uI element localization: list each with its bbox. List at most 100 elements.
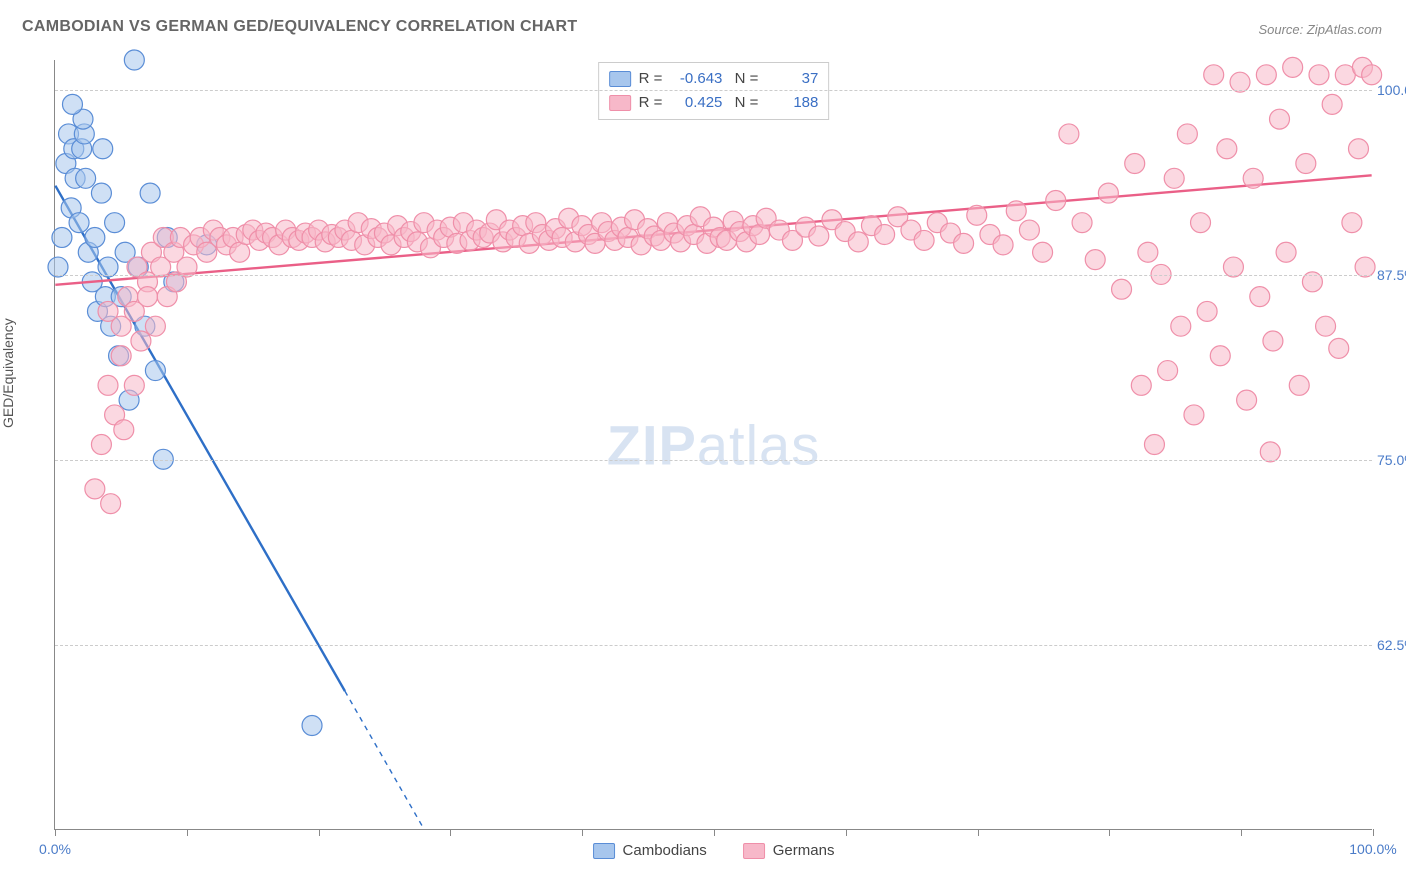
data-point (1250, 287, 1270, 307)
gridline-h (55, 460, 1372, 461)
swatch-germans-2 (743, 843, 765, 859)
xtick (582, 829, 583, 836)
data-point (1098, 183, 1118, 203)
data-point (1158, 361, 1178, 381)
data-point (140, 183, 160, 203)
data-point (105, 213, 125, 233)
swatch-cambodians (609, 71, 631, 87)
data-point (1348, 139, 1368, 159)
data-point (111, 346, 131, 366)
swatch-germans (609, 95, 631, 111)
data-point (69, 213, 89, 233)
data-point (1184, 405, 1204, 425)
data-point (809, 226, 829, 246)
data-point (1191, 213, 1211, 233)
data-point (93, 139, 113, 159)
data-point (101, 494, 121, 514)
data-point (302, 715, 322, 735)
data-point (1164, 168, 1184, 188)
xtick (978, 829, 979, 836)
data-point (1270, 109, 1290, 129)
data-point (1256, 65, 1276, 85)
data-point (1019, 220, 1039, 240)
gridline-h (55, 275, 1372, 276)
data-point (1072, 213, 1092, 233)
data-point (1006, 201, 1026, 221)
data-point (1263, 331, 1283, 351)
xtick (450, 829, 451, 836)
xtick (55, 829, 56, 836)
data-point (1243, 168, 1263, 188)
xtick (1373, 829, 1374, 836)
plot-area: ZIPatlas R =-0.643 N =37 R =0.425 N =188… (54, 60, 1372, 830)
data-point (1309, 65, 1329, 85)
data-point (914, 230, 934, 250)
xtick (1109, 829, 1110, 836)
data-point (98, 375, 118, 395)
ytick-label: 75.0% (1377, 452, 1406, 468)
data-point (230, 242, 250, 262)
data-point (875, 225, 895, 245)
data-point (1237, 390, 1257, 410)
data-point (1033, 242, 1053, 262)
data-point (124, 375, 144, 395)
scatter-svg (55, 60, 1372, 829)
legend-stats-box: R =-0.643 N =37 R =0.425 N =188 (598, 62, 830, 120)
legend-row-cambodians: R =-0.643 N =37 (609, 67, 819, 91)
data-point (85, 227, 105, 247)
data-point (114, 420, 134, 440)
data-point (1217, 139, 1237, 159)
data-point (1144, 435, 1164, 455)
data-point (76, 168, 96, 188)
y-axis-label: GED/Equivalency (0, 318, 16, 428)
data-point (1197, 301, 1217, 321)
chart-title: CAMBODIAN VS GERMAN GED/EQUIVALENCY CORR… (22, 18, 577, 36)
data-point (124, 50, 144, 70)
data-point (62, 94, 82, 114)
data-point (1177, 124, 1197, 144)
xtick-label: 0.0% (39, 841, 71, 857)
data-point (1296, 154, 1316, 174)
data-point (1171, 316, 1191, 336)
data-point (1059, 124, 1079, 144)
data-point (91, 435, 111, 455)
data-point (1046, 191, 1066, 211)
data-point (1204, 65, 1224, 85)
data-point (145, 316, 165, 336)
xtick (1241, 829, 1242, 836)
data-point (1112, 279, 1132, 299)
legend-item-germans: Germans (743, 842, 835, 859)
xtick (319, 829, 320, 836)
data-point (1322, 94, 1342, 114)
xtick (846, 829, 847, 836)
data-point (1283, 57, 1303, 77)
ytick-label: 100.0% (1377, 82, 1406, 98)
data-point (1210, 346, 1230, 366)
swatch-cambodians-2 (593, 843, 615, 859)
data-point (91, 183, 111, 203)
xtick-label: 100.0% (1349, 841, 1396, 857)
xtick (187, 829, 188, 836)
gridline-h (55, 90, 1372, 91)
data-point (1316, 316, 1336, 336)
xtick (714, 829, 715, 836)
source-attribution: Source: ZipAtlas.com (1258, 22, 1382, 37)
legend-row-germans: R =0.425 N =188 (609, 91, 819, 115)
data-point (954, 233, 974, 253)
data-point (1085, 250, 1105, 270)
ytick-label: 87.5% (1377, 267, 1406, 283)
data-point (85, 479, 105, 499)
data-point (52, 227, 72, 247)
ytick-label: 62.5% (1377, 637, 1406, 653)
data-point (848, 232, 868, 252)
legend-item-cambodians: Cambodians (593, 842, 707, 859)
data-point (993, 235, 1013, 255)
data-point (967, 205, 987, 225)
data-point (1276, 242, 1296, 262)
data-point (131, 331, 151, 351)
data-point (1342, 213, 1362, 233)
data-point (1131, 375, 1151, 395)
data-point (1329, 338, 1349, 358)
data-point (138, 287, 158, 307)
data-point (1289, 375, 1309, 395)
